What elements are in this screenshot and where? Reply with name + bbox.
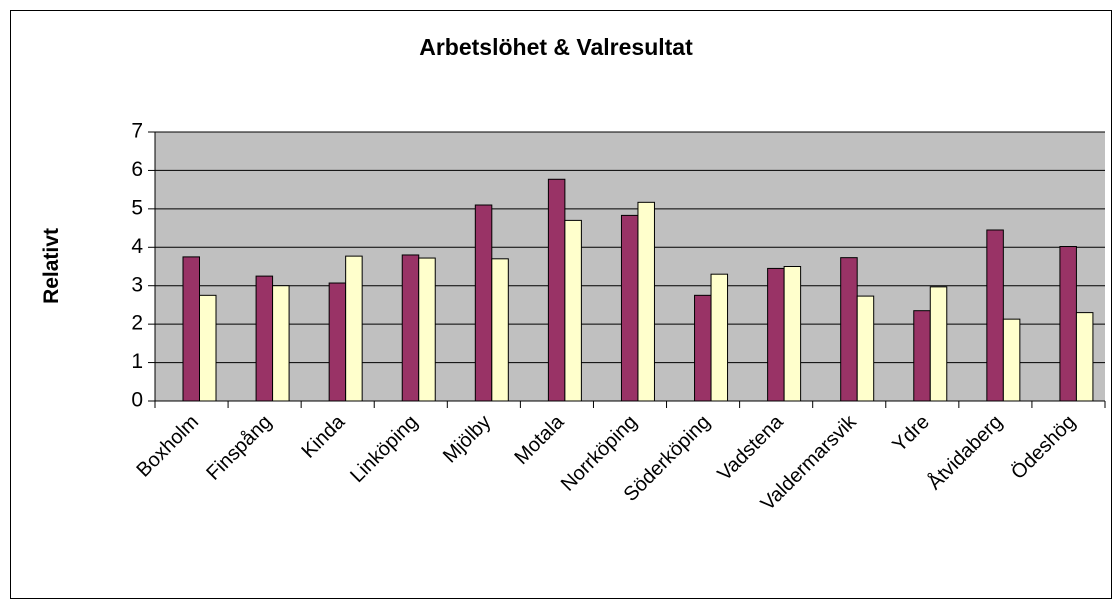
- bar: [1059, 246, 1077, 402]
- bar: [929, 286, 948, 402]
- bar: [474, 204, 493, 402]
- y-axis-label: Relativt: [40, 228, 63, 304]
- y-tick-label: 1: [131, 350, 143, 373]
- y-tick-label: 5: [131, 196, 143, 219]
- bar: [840, 257, 858, 402]
- bar: [767, 267, 785, 402]
- bar: [401, 254, 420, 402]
- y-tick-label: 2: [131, 312, 143, 335]
- bar: [620, 214, 639, 402]
- bar: [637, 201, 655, 402]
- y-tick-label: 7: [131, 120, 143, 143]
- bar: [694, 294, 712, 402]
- bar: [710, 273, 729, 402]
- bar: [547, 178, 566, 402]
- y-tick-label: 3: [131, 273, 143, 296]
- bar: [255, 275, 274, 402]
- y-tick-label: 0: [131, 389, 143, 412]
- bar: [1075, 312, 1094, 402]
- bar: [913, 310, 931, 402]
- bar: [345, 255, 363, 402]
- bar: [783, 266, 802, 402]
- chart-title: Arbetslöhet & Valresultat: [419, 34, 693, 60]
- bar: [491, 258, 509, 402]
- bar: [272, 285, 290, 402]
- y-tick-label: 4: [131, 235, 143, 258]
- bar: [986, 229, 1004, 402]
- bar: [199, 294, 217, 402]
- bar: [182, 256, 200, 402]
- bar: [564, 219, 582, 402]
- bar: [1002, 318, 1021, 402]
- y-tick-label: 6: [131, 158, 143, 181]
- bar: [328, 282, 347, 402]
- bar: [856, 295, 875, 402]
- bar: [418, 257, 436, 402]
